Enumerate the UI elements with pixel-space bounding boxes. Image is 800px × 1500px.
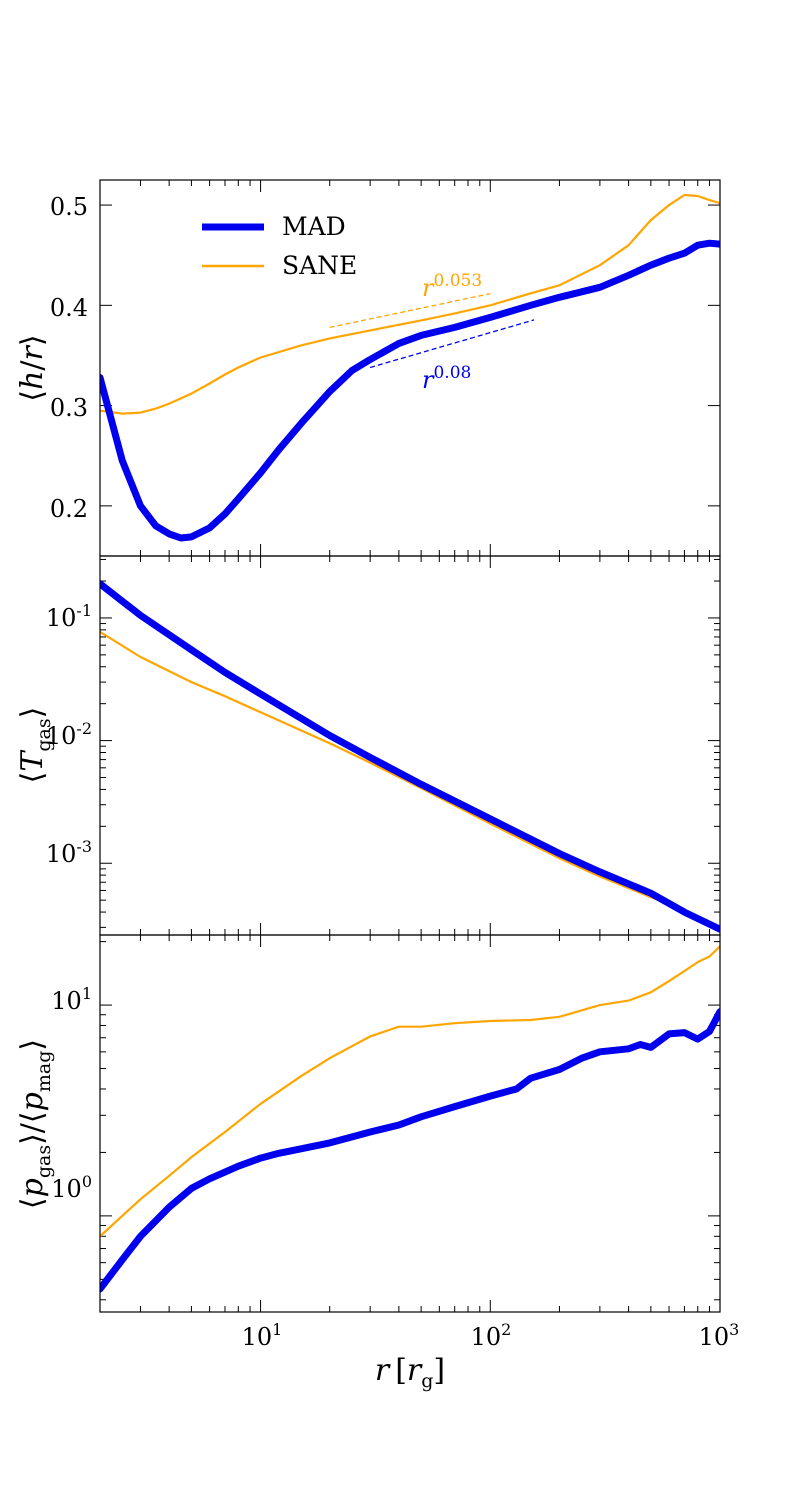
panel-h-over-r: 0.2 0.3 0.4 0.5 MAD SANE r0.053 r0.08 ⟨h…	[15, 179, 721, 557]
panel-pressure-ratio: 100 101 101 102 103 r [rg] ⟨pgas⟩/⟨pmag⟩	[15, 934, 740, 1392]
xtick-label: 103	[699, 1320, 740, 1351]
panel-2-frame	[99, 555, 721, 936]
series-line-mad	[100, 239, 720, 542]
panel-3-lines	[100, 945, 720, 1293]
guide-line-r008	[369, 319, 535, 369]
panel-1-frame	[99, 179, 721, 557]
xlabel: r [rg]	[375, 1353, 445, 1392]
panel-3-ticks	[99, 935, 721, 1312]
p2-ylabel: ⟨Tgas⟩	[15, 707, 55, 784]
legend-mad-label: MAD	[282, 212, 346, 241]
legend: MAD SANE	[202, 212, 357, 280]
p1-ytick-label: 0.4	[50, 294, 88, 322]
p1-ytick-label: 0.3	[50, 394, 88, 422]
p1-ytick-label: 0.5	[50, 193, 88, 221]
p2-ytick-label: 10-2	[46, 719, 92, 750]
panel-t-gas: 10-3 10-2 10-1 ⟨Tgas⟩	[15, 555, 721, 936]
panel-1-lines	[100, 193, 720, 542]
series-line-sane	[100, 193, 720, 415]
panel-2-ticks	[99, 556, 721, 935]
guide-line-r0053	[329, 293, 491, 329]
series-line-mad	[100, 1008, 720, 1293]
guide-sane-label: r0.053	[422, 271, 482, 302]
p3-ytick-label: 101	[51, 984, 92, 1015]
legend-sane-label: SANE	[282, 251, 357, 280]
xtick-label: 102	[471, 1320, 512, 1351]
guide-mad-label: r0.08	[422, 363, 471, 394]
p3-ytick-label: 100	[51, 1172, 92, 1203]
p1-ylabel: ⟨h/r⟩	[15, 334, 50, 401]
p3-ylabel: ⟨pgas⟩/⟨pmag⟩	[15, 1039, 55, 1209]
series-line-sane	[100, 945, 720, 1238]
panel-2-lines	[100, 580, 720, 933]
p2-ytick-label: 10-1	[46, 601, 92, 632]
panel-3-frame	[99, 934, 721, 1313]
p1-ytick-label: 0.2	[50, 495, 88, 523]
p2-ytick-label: 10-3	[46, 837, 92, 868]
panel-1-ticks	[99, 180, 721, 556]
series-line-sane	[100, 630, 720, 929]
series-line-mad	[100, 580, 720, 933]
xtick-label: 101	[242, 1320, 283, 1351]
